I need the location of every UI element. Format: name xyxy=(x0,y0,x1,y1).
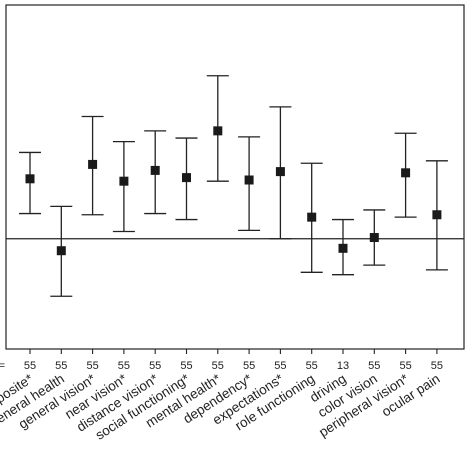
n-label: 55 xyxy=(431,360,443,372)
n-label: 55 xyxy=(149,360,161,372)
mean-marker xyxy=(432,210,442,220)
mean-marker xyxy=(150,165,160,175)
plot-frame xyxy=(5,4,465,350)
mean-marker xyxy=(338,243,348,253)
mean-marker xyxy=(307,212,317,222)
mean-marker xyxy=(244,175,254,185)
n-label: 55 xyxy=(180,360,192,372)
n-label: 55 xyxy=(274,360,286,372)
mean-marker xyxy=(401,168,411,178)
error-bar xyxy=(81,115,104,216)
mean-marker xyxy=(182,173,191,183)
error-bar xyxy=(300,162,323,273)
error-bar xyxy=(19,151,41,215)
x-ticks xyxy=(29,349,438,354)
n-label: 55 xyxy=(55,360,67,372)
error-bar xyxy=(238,136,261,231)
error-bar xyxy=(112,140,135,233)
n-label: 55 xyxy=(243,360,255,372)
mean-marker xyxy=(369,233,379,243)
n-label: 55 xyxy=(306,360,318,372)
error-bar xyxy=(394,132,417,218)
n-label: 55 xyxy=(368,360,380,372)
n-label: 55 xyxy=(86,360,98,372)
error-bar xyxy=(269,106,292,240)
error-bar xyxy=(144,130,167,215)
mean-marker xyxy=(56,246,66,256)
error-bar xyxy=(206,75,229,182)
error-bar xyxy=(363,209,386,266)
n-prefix: N = xyxy=(0,360,5,372)
error-bar xyxy=(425,160,448,271)
error-bar xyxy=(175,137,198,221)
n-label: 55 xyxy=(118,360,130,372)
mean-marker xyxy=(213,126,223,136)
n-label: 55 xyxy=(399,360,411,372)
error-bar xyxy=(332,218,354,276)
n-label: 13 xyxy=(337,360,349,372)
error-bars xyxy=(19,75,448,297)
error-bar xyxy=(50,205,73,297)
n-label: 55 xyxy=(212,360,224,372)
mean-marker xyxy=(88,159,98,169)
n-labels: 55 55 55 55 55 55 55 55 55 55 13 55 55 55 xyxy=(24,360,443,372)
mean-marker xyxy=(25,174,35,184)
mean-marker xyxy=(275,167,285,177)
n-label: 55 xyxy=(24,360,36,372)
mean-marker xyxy=(119,176,129,186)
